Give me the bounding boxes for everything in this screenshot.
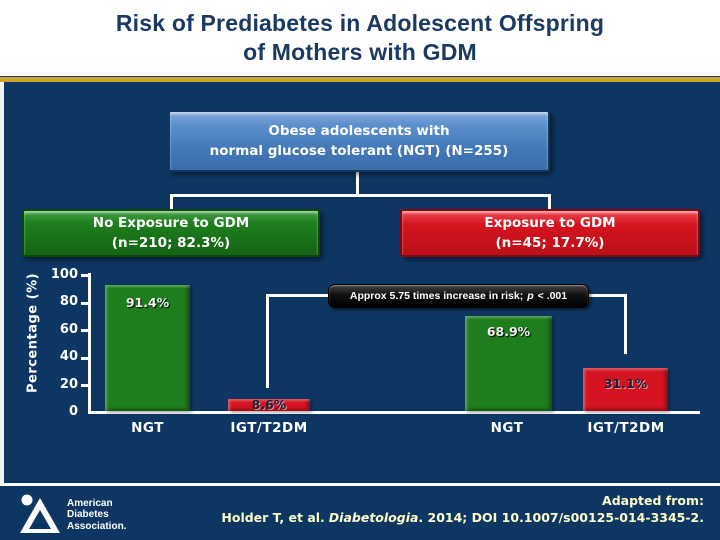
bar-value-label: 31.1% bbox=[603, 376, 648, 391]
page-title-line-1: Risk of Prediabetes in Adolescent Offspr… bbox=[115, 9, 605, 36]
y-axis-line bbox=[88, 273, 91, 413]
citation-authors: Holder T, et al. bbox=[221, 509, 325, 525]
risk-callout: Approx 5.75 times increase in risk; p < .0… bbox=[328, 284, 589, 308]
bracket-left-horizontal bbox=[266, 294, 328, 297]
exposure-box: Exposure to GDM (n=45; 17.7%) bbox=[400, 209, 700, 257]
bracket-right-vertical bbox=[624, 294, 627, 354]
y-tick-mark bbox=[81, 384, 88, 387]
adapted-from-label: Adapted from: bbox=[602, 493, 704, 508]
bracket-left-vertical bbox=[266, 294, 269, 388]
ada-logo-text: American Diabetes Association. bbox=[67, 498, 126, 533]
exposure-line-1: Exposure to GDM bbox=[484, 214, 616, 231]
y-tick-label-100: 100 bbox=[50, 267, 78, 282]
y-tick-mark bbox=[81, 274, 88, 277]
x-category-label: NGT bbox=[131, 420, 164, 436]
y-tick-label-40: 40 bbox=[59, 349, 78, 364]
bar-value-label: 91.4% bbox=[125, 295, 170, 310]
y-tick-label-20: 20 bbox=[59, 377, 78, 392]
y-tick-mark bbox=[81, 302, 88, 305]
exposure-line-2: (n=45; 17.7%) bbox=[495, 235, 605, 251]
bar-igt-t2dm-no-exposure bbox=[228, 399, 310, 411]
bar-igt-t2dm-exposure bbox=[583, 368, 668, 411]
citation-journal: Diabetologia bbox=[328, 509, 419, 525]
y-tick-label-0: 0 bbox=[68, 404, 78, 419]
x-category-label: IGT/T2DM bbox=[230, 420, 308, 436]
bar-ngt-no-exposure bbox=[105, 285, 190, 411]
bar-value-label: 8.6% bbox=[251, 397, 287, 412]
y-tick-label-80: 80 bbox=[59, 294, 78, 309]
connector-right-vertical bbox=[548, 194, 551, 209]
ada-logo-line-1: American bbox=[67, 497, 113, 509]
ada-logo-line-3: Association. bbox=[67, 520, 127, 532]
x-category-label: NGT bbox=[490, 420, 524, 436]
root-box-line-2: normal glucose tolerant (NGT) (N=255) bbox=[209, 143, 509, 159]
risk-callout-p: p bbox=[527, 290, 534, 302]
left-accent-strip bbox=[0, 82, 4, 483]
y-axis-label: Percentage (%) bbox=[25, 272, 41, 394]
citation: Adapted from: Holder T, et al. Diabetolog… bbox=[221, 493, 704, 527]
ada-logo-line-2: Diabetes bbox=[67, 509, 109, 521]
title-bar: Risk of Prediabetes in Adolescent Offspr… bbox=[0, 0, 720, 76]
risk-callout-value: < .001 bbox=[537, 290, 568, 302]
gold-divider bbox=[0, 76, 720, 82]
bracket-right-horizontal bbox=[589, 294, 627, 297]
bar-value-label: 68.9% bbox=[486, 324, 531, 339]
y-tick-label-60: 60 bbox=[59, 322, 78, 337]
connector-root-vertical bbox=[356, 172, 359, 195]
root-population-box: Obese adolescents with normal glucose to… bbox=[168, 110, 550, 172]
x-category-label: IGT/T2DM bbox=[587, 420, 665, 436]
x-axis-line bbox=[88, 411, 700, 414]
footer-divider bbox=[0, 483, 720, 486]
citation-text: Holder T, et al. Diabetologia. 2014; DOI … bbox=[221, 510, 704, 527]
y-tick-mark bbox=[81, 329, 88, 332]
no-exposure-line-2: (n=210; 82.3%) bbox=[111, 235, 231, 251]
y-tick-mark bbox=[81, 357, 88, 360]
risk-callout-lead: Approx 5.75 times increase in risk; bbox=[349, 290, 524, 302]
connector-horizontal bbox=[170, 194, 551, 197]
ada-triangle-icon bbox=[18, 493, 60, 537]
page-title-line-2: of Mothers with GDM bbox=[243, 39, 477, 65]
ada-logo: American Diabetes Association. bbox=[18, 493, 126, 537]
root-box-line-1: Obese adolescents with bbox=[268, 122, 450, 139]
citation-doi: . 2014; DOI 10.1007/s00125-014-3345-2. bbox=[418, 509, 704, 525]
no-exposure-box: No Exposure to GDM (n=210; 82.3%) bbox=[22, 209, 320, 257]
no-exposure-line-1: No Exposure to GDM bbox=[92, 214, 250, 231]
connector-left-vertical bbox=[170, 194, 173, 209]
bar-ngt-exposure bbox=[465, 316, 552, 411]
